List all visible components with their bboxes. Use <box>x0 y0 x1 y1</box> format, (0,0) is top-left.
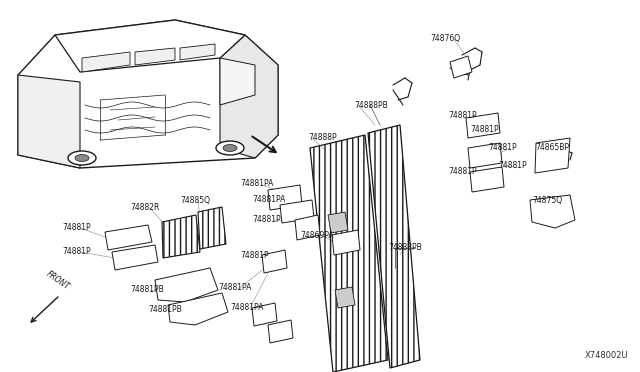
Polygon shape <box>368 125 420 368</box>
Text: 74881P: 74881P <box>498 160 527 170</box>
Text: 74869PA: 74869PA <box>300 231 333 240</box>
Polygon shape <box>468 143 502 168</box>
Text: 74888P: 74888P <box>308 134 337 142</box>
Polygon shape <box>328 212 348 233</box>
Polygon shape <box>280 200 314 223</box>
Ellipse shape <box>68 151 96 165</box>
Polygon shape <box>335 287 355 308</box>
Text: 74881PA: 74881PA <box>240 179 273 187</box>
Text: 74881P: 74881P <box>252 215 280 224</box>
Text: 74881P: 74881P <box>448 167 477 176</box>
Text: X748002U: X748002U <box>584 351 628 360</box>
Polygon shape <box>82 52 130 72</box>
Polygon shape <box>450 56 472 78</box>
Polygon shape <box>162 215 200 258</box>
Polygon shape <box>135 48 175 65</box>
Text: 74881PA: 74881PA <box>230 304 264 312</box>
Polygon shape <box>18 20 278 168</box>
Text: 74881PB: 74881PB <box>148 305 182 314</box>
Text: 74881PB: 74881PB <box>130 285 164 295</box>
Text: 74888PB: 74888PB <box>354 100 388 109</box>
Text: 74885Q: 74885Q <box>180 196 210 205</box>
Polygon shape <box>268 320 293 343</box>
Polygon shape <box>55 20 245 72</box>
Polygon shape <box>220 35 278 158</box>
Polygon shape <box>168 293 228 325</box>
Ellipse shape <box>223 144 237 151</box>
Text: 74881P: 74881P <box>62 247 91 257</box>
Polygon shape <box>530 195 575 228</box>
Text: 74881P: 74881P <box>448 112 477 121</box>
Text: 74881P: 74881P <box>62 224 91 232</box>
Polygon shape <box>155 268 218 302</box>
Text: 74881PA: 74881PA <box>252 196 285 205</box>
Ellipse shape <box>75 154 89 161</box>
Polygon shape <box>198 207 226 249</box>
Text: 74875Q: 74875Q <box>532 196 562 205</box>
Polygon shape <box>220 58 255 105</box>
Polygon shape <box>310 135 388 372</box>
Polygon shape <box>295 215 320 240</box>
Polygon shape <box>470 167 504 192</box>
Text: 74881P: 74881P <box>470 125 499 134</box>
Text: 74865BP: 74865BP <box>535 144 569 153</box>
Polygon shape <box>535 138 570 173</box>
Text: 74881P: 74881P <box>488 142 516 151</box>
Polygon shape <box>268 185 302 210</box>
Polygon shape <box>18 75 80 168</box>
Polygon shape <box>180 44 215 60</box>
Polygon shape <box>105 225 152 250</box>
Ellipse shape <box>216 141 244 155</box>
Text: 74881PA: 74881PA <box>218 283 252 292</box>
Text: 74881P: 74881P <box>240 250 269 260</box>
Text: 74882R: 74882R <box>130 203 159 212</box>
Polygon shape <box>252 303 277 326</box>
Text: 74876Q: 74876Q <box>430 33 460 42</box>
Text: FRONT: FRONT <box>45 270 72 292</box>
Polygon shape <box>332 230 360 255</box>
Polygon shape <box>262 250 287 273</box>
Polygon shape <box>466 113 500 138</box>
Polygon shape <box>112 245 158 270</box>
Text: 74888PB: 74888PB <box>388 244 422 253</box>
